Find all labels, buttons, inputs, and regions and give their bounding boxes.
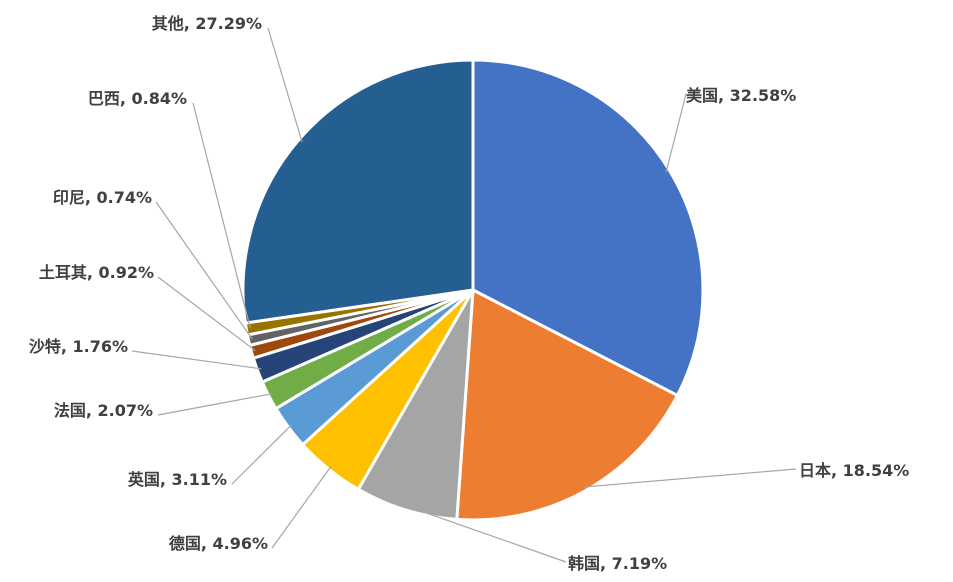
data-label-value: 7.19%: [612, 554, 668, 573]
pie-slice-1: [455, 288, 679, 522]
data-label-separator: ,: [61, 337, 73, 356]
data-label-separator: ,: [85, 188, 97, 207]
data-label-separator: ,: [184, 14, 196, 33]
data-label-separator: ,: [718, 86, 730, 105]
data-label-name: 美国: [686, 86, 718, 105]
data-label-name: 巴西: [88, 89, 120, 108]
data-label-value: 2.07%: [97, 401, 153, 420]
leader-line-6: [131, 350, 262, 370]
data-label-name: 日本: [799, 461, 831, 480]
data-label-value: 18.54%: [843, 461, 910, 480]
data-label-name: 德国: [169, 534, 201, 553]
leader-line-0: [665, 93, 687, 173]
data-label-9: 巴西, 0.84%: [88, 89, 187, 108]
data-label-separator: ,: [87, 263, 99, 282]
leader-line-8: [155, 201, 253, 340]
data-label-2: 韩国, 7.19%: [568, 554, 667, 573]
leader-line-1: [583, 468, 797, 488]
data-label-value: 0.74%: [96, 188, 152, 207]
data-label-name: 法国: [54, 401, 86, 420]
data-label-0: 美国, 32.58%: [686, 86, 796, 105]
data-label-name: 沙特: [29, 337, 61, 356]
leader-line-9: [192, 102, 251, 329]
data-label-3: 德国, 4.96%: [169, 534, 268, 553]
pie-slice-0: [471, 58, 705, 397]
data-label-value: 0.84%: [131, 89, 187, 108]
data-label-name: 其他: [152, 14, 184, 33]
leader-line-2: [406, 505, 567, 563]
data-label-name: 土耳其: [39, 263, 87, 282]
data-label-6: 沙特, 1.76%: [29, 337, 128, 356]
data-label-7: 土耳其, 0.92%: [39, 263, 154, 282]
data-label-separator: ,: [160, 470, 172, 489]
data-label-1: 日本, 18.54%: [799, 461, 909, 480]
data-label-value: 4.96%: [212, 534, 268, 553]
leader-line-4: [231, 424, 293, 485]
data-label-8: 印尼, 0.74%: [53, 188, 152, 207]
pie-slice-2: [356, 288, 475, 521]
data-label-name: 印尼: [53, 188, 85, 207]
data-label-value: 32.58%: [730, 86, 797, 105]
leader-line-10: [267, 27, 303, 143]
data-label-5: 法国, 2.07%: [54, 401, 153, 420]
pie-slice-10: [241, 58, 475, 325]
data-label-separator: ,: [831, 461, 843, 480]
data-label-4: 英国, 3.11%: [127, 470, 227, 489]
data-label-separator: ,: [120, 89, 132, 108]
data-label-value: 27.29%: [195, 14, 262, 33]
data-label-value: 0.92%: [98, 263, 154, 282]
data-label-separator: ,: [201, 534, 213, 553]
data-label-10: 其他, 27.29%: [152, 14, 262, 33]
data-label-separator: ,: [600, 554, 612, 573]
data-label-name: 韩国: [568, 554, 600, 573]
data-label-separator: ,: [86, 401, 98, 420]
leader-line-5: [157, 393, 273, 416]
leader-line-7: [157, 276, 256, 352]
data-label-name: 英国: [127, 470, 160, 489]
data-label-value: 3.11%: [171, 470, 227, 489]
data-label-value: 1.76%: [72, 337, 128, 356]
leader-line-3: [271, 465, 332, 549]
